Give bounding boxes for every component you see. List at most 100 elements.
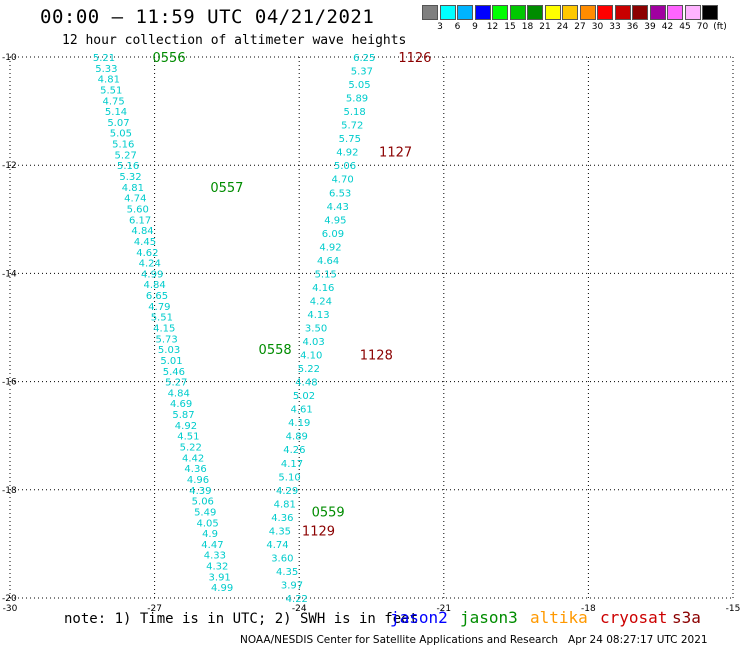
data-point-jason3: 4.92 xyxy=(175,421,197,432)
colorbar-swatch xyxy=(579,5,596,20)
x-tick-label: -15 xyxy=(726,604,740,614)
data-point-s3a: 3.60 xyxy=(271,553,293,564)
satellite-legend-jason3: jason3 xyxy=(460,608,518,627)
colorbar-label: (ft) xyxy=(713,22,727,32)
data-point-jason3: 3.91 xyxy=(209,572,231,583)
colorbar-label: 33 xyxy=(609,22,621,32)
satellite-legend-s3a: s3a xyxy=(672,608,701,627)
colorbar-swatch xyxy=(509,5,526,20)
data-point-jason3: 4.99 xyxy=(141,269,163,280)
data-point-jason3: 4.42 xyxy=(182,453,204,464)
colorbar-swatch xyxy=(632,5,648,20)
data-point-s3a: 5.75 xyxy=(339,134,361,145)
data-point-s3a: 4.35 xyxy=(269,526,291,537)
data-point-jason3: 4.47 xyxy=(201,540,223,551)
data-point-s3a: 4.17 xyxy=(281,459,303,470)
colorbar-label: 42 xyxy=(661,22,674,32)
colorbar-swatch xyxy=(544,5,561,20)
colorbar-swatch xyxy=(667,5,683,20)
data-point-jason3: 5.60 xyxy=(127,204,149,215)
data-point-jason3: 5.49 xyxy=(194,507,216,518)
footer-note: note: 1) Time is in UTC; 2) SWH is in fe… xyxy=(64,611,419,627)
data-point-jason3: 4.96 xyxy=(187,475,209,486)
data-point-s3a: 4.48 xyxy=(295,378,317,389)
time-label-jason3: 0559 xyxy=(312,505,345,520)
data-point-s3a: 4.64 xyxy=(317,256,339,267)
data-point-jason3: 5.51 xyxy=(151,313,173,324)
data-point-jason3: 5.07 xyxy=(107,118,129,129)
x-tick-label: -21 xyxy=(436,604,451,614)
time-label-jason3: 0557 xyxy=(210,181,243,196)
data-point-jason3: 4.99 xyxy=(211,583,233,594)
colorbar-label: 12 xyxy=(486,22,499,32)
colorbar-swatch xyxy=(422,5,438,20)
data-point-jason3: 6.17 xyxy=(129,215,151,226)
data-point-jason3: 5.46 xyxy=(163,367,185,378)
data-point-jason3: 4.79 xyxy=(148,302,170,313)
data-point-s3a: 5.15 xyxy=(315,269,337,280)
x-tick-label: -27 xyxy=(147,604,162,614)
satellite-legend-jason2: jason2 xyxy=(390,608,448,627)
data-point-jason3: 4.33 xyxy=(204,551,226,562)
data-point-jason3: 5.73 xyxy=(156,334,178,345)
colorbar-swatch xyxy=(457,5,473,20)
data-point-jason3: 4.84 xyxy=(168,388,190,399)
y-tick-label: -18 xyxy=(2,486,17,496)
data-point-s3a: 4.74 xyxy=(266,540,288,551)
colorbar-label: 21 xyxy=(539,22,551,32)
data-point-s3a: 4.95 xyxy=(324,215,346,226)
time-label-s3a: 1127 xyxy=(379,146,412,161)
colorbar-label: 45 xyxy=(679,22,691,32)
colorbar-label: 18 xyxy=(521,22,534,32)
colorbar-label: 39 xyxy=(644,22,656,32)
chart-subtitle: 12 hour collection of altimeter wave hei… xyxy=(62,33,407,48)
y-tick-label: -14 xyxy=(2,269,17,279)
data-point-jason3: 5.33 xyxy=(95,64,117,75)
data-point-jason3: 5.03 xyxy=(158,345,180,356)
data-point-s3a: 4.81 xyxy=(274,499,296,510)
data-point-s3a: 3.50 xyxy=(305,324,327,335)
data-point-s3a: 5.02 xyxy=(293,391,315,402)
data-point-jason3: 5.27 xyxy=(115,150,137,161)
chart-title: 00:00 – 11:59 UTC 04/21/2021 xyxy=(40,6,375,28)
colorbar-label: 36 xyxy=(626,22,639,32)
data-point-s3a: 4.92 xyxy=(336,148,358,159)
data-point-s3a: 4.19 xyxy=(288,418,310,429)
colorbar-swatch xyxy=(614,5,631,20)
data-point-s3a: 4.36 xyxy=(271,513,293,524)
colorbar-swatch xyxy=(492,5,508,20)
y-tick-label: -16 xyxy=(2,378,17,388)
colorbar-swatch xyxy=(562,5,578,20)
data-point-s3a: 5.89 xyxy=(346,94,368,105)
colorbar-label: 9 xyxy=(472,22,478,32)
data-point-jason3: 5.27 xyxy=(165,378,187,389)
data-point-s3a: 5.06 xyxy=(334,161,356,172)
colorbar-label: 30 xyxy=(591,22,604,32)
data-point-jason3: 4.15 xyxy=(153,324,175,335)
data-point-jason3: 4.05 xyxy=(196,518,218,529)
satellite-legend-cryosat: cryosat xyxy=(600,608,668,627)
data-point-s3a: 5.10 xyxy=(278,472,300,483)
data-point-jason3: 4.51 xyxy=(177,432,199,443)
data-point-s3a: 5.72 xyxy=(341,121,363,132)
data-point-s3a: 3.97 xyxy=(281,580,303,591)
y-tick-label: -10 xyxy=(2,53,17,63)
data-point-s3a: 4.16 xyxy=(312,283,334,294)
x-tick-label: -24 xyxy=(292,604,307,614)
data-point-s3a: 4.22 xyxy=(286,594,308,605)
data-point-jason3: 4.32 xyxy=(206,562,228,573)
data-point-jason3: 4.62 xyxy=(136,248,158,259)
colorbar-swatch xyxy=(527,5,543,20)
y-tick-label: -12 xyxy=(2,161,17,171)
x-tick-label: -30 xyxy=(3,604,18,614)
data-point-s3a: 4.13 xyxy=(307,310,329,321)
colorbar-swatch xyxy=(474,5,491,20)
data-point-s3a: 6.09 xyxy=(322,229,344,240)
data-point-s3a: 5.22 xyxy=(298,364,320,375)
y-tick-label: -20 xyxy=(2,594,17,604)
data-point-jason3: 4.75 xyxy=(102,96,124,107)
data-point-jason3: 5.06 xyxy=(192,497,214,508)
data-point-jason3: 4.81 xyxy=(98,75,120,86)
data-point-s3a: 4.10 xyxy=(300,351,322,362)
